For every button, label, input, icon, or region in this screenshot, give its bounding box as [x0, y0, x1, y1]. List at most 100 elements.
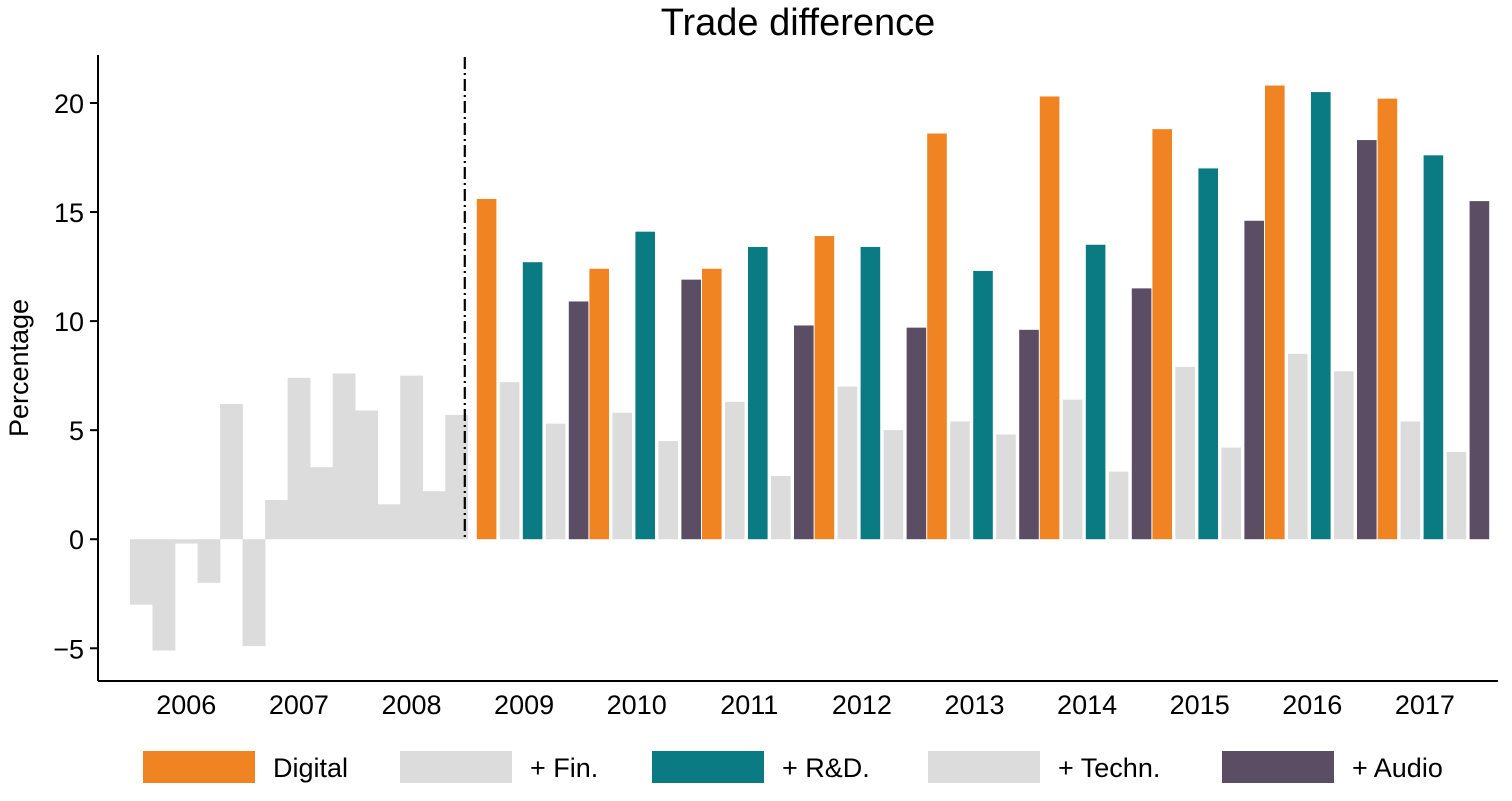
legend-label: + Techn.	[1058, 753, 1160, 783]
bar-pre-2007-5	[332, 373, 356, 540]
category-group-2012	[814, 236, 927, 540]
bar-techn-2009	[545, 423, 566, 540]
x-tick-label-2006: 2006	[156, 690, 216, 720]
bar-fin-2010	[612, 412, 632, 540]
bar-digital-2015	[1152, 129, 1172, 540]
bar-pre-2008-5	[445, 414, 469, 540]
category-group-2015	[1152, 129, 1264, 540]
legend-label: + R&D.	[782, 753, 870, 783]
y-tick-label-5: 20	[54, 89, 84, 119]
bar-pre-2007-4	[310, 467, 333, 540]
bar-audio-2009	[568, 301, 589, 540]
y-tick-label-1: 0	[69, 525, 84, 555]
bar-audio-2015	[1244, 220, 1264, 540]
bar-audio-2012	[906, 327, 927, 540]
bar-techn-2012	[883, 430, 904, 540]
x-tick-label-2012: 2012	[832, 690, 892, 720]
x-tick-label-2008: 2008	[381, 690, 441, 720]
bar-pre-2007-3	[287, 377, 311, 540]
category-group-2013	[927, 133, 1039, 540]
category-group-2006	[130, 403, 243, 651]
bar-techn-2017	[1446, 451, 1467, 540]
bar-techn-2013	[996, 434, 1016, 540]
bar-rd-2016	[1311, 92, 1331, 540]
x-tick-label-2014: 2014	[1057, 690, 1117, 720]
legend: Digital + Fin. + R&D. + Techn. + Audio	[143, 751, 1443, 783]
x-tick-label-2009: 2009	[494, 690, 554, 720]
bar-digital-2010	[589, 268, 609, 540]
x-tick-label-2015: 2015	[1170, 690, 1230, 720]
bar-pre-2006-1	[130, 539, 153, 605]
y-tick-label-0: −5	[53, 634, 84, 664]
category-group-2007	[242, 373, 356, 647]
bar-pre-2006-4	[197, 539, 221, 583]
axes-layer: 2006 2007 2008 2009 2010 2011 2012 2013 2014 2015…	[53, 55, 1498, 720]
bar-pre-2008-2	[377, 504, 401, 540]
bar-techn-2011	[771, 475, 791, 540]
x-tick-label-2011: 2011	[720, 690, 778, 720]
category-group-2017	[1377, 98, 1490, 540]
category-group-2014	[1039, 96, 1152, 540]
bar-digital-2011	[702, 268, 722, 540]
bar-fin-2015	[1175, 366, 1195, 540]
x-tick-label-2013: 2013	[944, 690, 1004, 720]
bar-digital-2012	[814, 236, 835, 540]
bar-rd-2009	[522, 262, 543, 540]
legend-swatch	[928, 751, 1040, 783]
bar-fin-2016	[1288, 353, 1308, 540]
x-tick-label-2017: 2017	[1395, 690, 1455, 720]
x-tick-label-2010: 2010	[607, 690, 667, 720]
bar-rd-2015	[1198, 168, 1218, 540]
x-tick-label-2016: 2016	[1282, 690, 1342, 720]
bar-digital-2017	[1377, 98, 1398, 540]
bar-audio-2017	[1469, 201, 1490, 540]
category-group-2010	[589, 231, 701, 540]
legend-item-5: + Audio	[1222, 751, 1443, 783]
bar-pre-2008-4	[422, 491, 446, 540]
bar-techn-2010	[658, 441, 678, 540]
bar-rd-2013	[973, 270, 993, 540]
bars-layer	[130, 85, 1490, 651]
legend-item-2: + Fin.	[400, 751, 598, 783]
bar-rd-2011	[748, 246, 768, 540]
bar-pre-2007-2	[265, 499, 288, 540]
bar-pre-2007-1	[242, 539, 266, 647]
category-group-2016	[1265, 85, 1377, 540]
bar-rd-2014	[1085, 244, 1106, 540]
bar-pre-2006-3	[175, 539, 198, 544]
legend-swatch	[143, 751, 255, 783]
chart-title: Trade difference	[661, 2, 936, 44]
bar-rd-2017	[1423, 155, 1444, 540]
bar-audio-2011	[794, 325, 814, 540]
bar-audio-2013	[1019, 329, 1039, 540]
y-tick-label-3: 10	[54, 307, 84, 337]
category-group-2011	[702, 246, 814, 540]
bar-audio-2010	[681, 279, 701, 540]
y-tick-label-4: 15	[54, 198, 84, 228]
bar-techn-2016	[1334, 371, 1354, 540]
bar-digital-2013	[927, 133, 947, 540]
x-tick-label-2007: 2007	[269, 690, 329, 720]
legend-label: Digital	[273, 753, 348, 783]
bar-pre-2006-2	[152, 539, 176, 651]
category-group-2008	[355, 375, 469, 540]
bar-digital-2014	[1039, 96, 1060, 540]
bar-fin-2009	[499, 382, 520, 540]
legend-item-3: + R&D.	[652, 751, 870, 783]
bar-pre-2008-1	[355, 410, 379, 540]
bar-digital-2009	[476, 198, 497, 540]
legend-item-4: + Techn.	[928, 751, 1160, 783]
bar-pre-2006-5	[220, 403, 243, 540]
legend-item-1: Digital	[143, 751, 348, 783]
bar-rd-2010	[635, 231, 655, 540]
legend-label: + Fin.	[530, 753, 598, 783]
legend-swatch	[1222, 751, 1334, 783]
legend-swatch	[652, 751, 764, 783]
y-tick-label-2: 5	[69, 416, 84, 446]
category-group-2009	[476, 198, 589, 540]
legend-swatch	[400, 751, 512, 783]
bar-fin-2017	[1400, 421, 1421, 540]
bar-fin-2012	[837, 386, 858, 540]
